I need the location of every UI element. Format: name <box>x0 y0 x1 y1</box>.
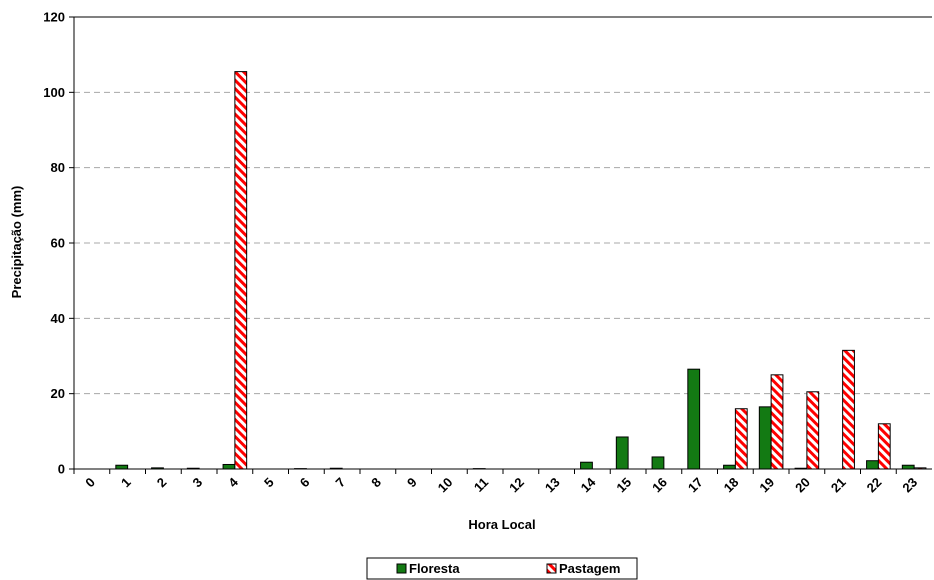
x-tick-label: 1 <box>118 475 134 491</box>
bar-floresta-1 <box>115 464 129 470</box>
legend-label-floresta: Floresta <box>409 561 460 576</box>
bar-floresta-17 <box>687 368 701 470</box>
legend-label-pastagem: Pastagem <box>559 561 620 576</box>
x-tick-label: 17 <box>685 475 706 496</box>
bar-floresta-18 <box>723 464 736 470</box>
bar-pastagem-19 <box>770 374 784 470</box>
x-tick-label: 21 <box>828 475 849 496</box>
y-tick-label: 40 <box>51 311 65 326</box>
x-tick-label: 7 <box>333 475 349 491</box>
x-tick-label: 6 <box>297 475 313 491</box>
x-tick-label: 10 <box>435 475 456 496</box>
bar-floresta-4 <box>222 463 236 470</box>
x-tick-label: 22 <box>864 475 885 496</box>
bar-floresta-15 <box>615 436 629 470</box>
y-tick-label: 100 <box>43 85 65 100</box>
x-tick-label: 4 <box>225 474 241 490</box>
x-tick-label: 19 <box>756 475 777 496</box>
bar-pastagem-18 <box>734 408 748 470</box>
x-tick-label: 14 <box>578 474 599 495</box>
x-tick-label: 2 <box>154 475 170 491</box>
y-tick-labels: 0 20 40 60 80 100 120 <box>43 10 65 477</box>
bar-floresta-22 <box>866 460 879 470</box>
x-tick-label: 20 <box>792 475 813 496</box>
y-axis-title: Precipitação (mm) <box>9 186 24 299</box>
y-tick-label: 0 <box>58 462 65 477</box>
legend-swatch-pastagem <box>546 563 557 574</box>
x-tick-label: 15 <box>613 475 634 496</box>
bar-pastagem-20 <box>806 391 820 470</box>
x-tick-label: 3 <box>190 475 206 491</box>
x-tick-label: 11 <box>471 475 491 495</box>
y-tick-label: 120 <box>43 10 65 25</box>
x-tick-label: 9 <box>404 475 420 491</box>
bar-pastagem-21 <box>842 349 855 470</box>
bar-floresta-14 <box>580 461 593 470</box>
x-tick-label: 13 <box>542 475 563 496</box>
x-axis-title: Hora Local <box>468 517 535 532</box>
grid-lines <box>74 91 932 395</box>
bar-floresta-19 <box>758 406 772 470</box>
x-tick-labels: 0 1 2 3 4 5 6 7 8 9 10 11 12 13 14 15 16 17 18 19 20 21 22 23 <box>82 474 920 495</box>
x-tick-label: 23 <box>899 475 920 496</box>
bar-pastagem-4 <box>234 71 248 470</box>
y-tick-label: 80 <box>51 160 65 175</box>
x-tick-label: 8 <box>368 475 384 491</box>
legend-box <box>366 557 638 580</box>
bars <box>115 71 927 470</box>
x-tick-label: 12 <box>506 475 527 496</box>
bar-floresta-23 <box>901 464 915 470</box>
bar-floresta-16 <box>651 456 665 470</box>
x-tick-label: 18 <box>721 475 742 496</box>
legend-swatch-floresta <box>396 563 407 574</box>
legend: Floresta Pastagem <box>366 557 638 580</box>
y-tick-label: 20 <box>51 386 65 401</box>
x-tick-label: 5 <box>261 475 277 491</box>
bar-pastagem-22 <box>877 423 891 470</box>
x-tick-label: 16 <box>649 475 670 496</box>
y-tick-label: 60 <box>51 236 65 251</box>
x-tick-label: 0 <box>82 475 98 491</box>
axes <box>69 16 932 474</box>
